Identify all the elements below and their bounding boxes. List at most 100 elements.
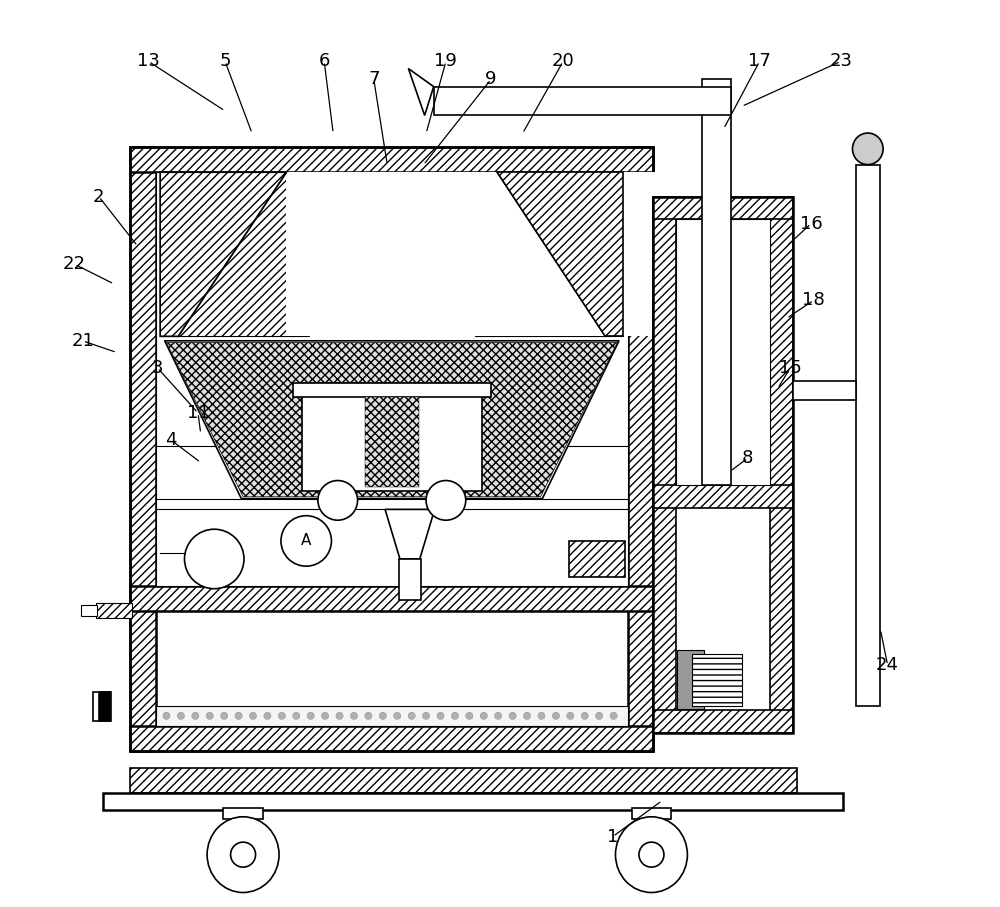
Text: 3: 3 <box>152 359 163 377</box>
Circle shape <box>451 712 459 719</box>
Circle shape <box>177 712 184 719</box>
Circle shape <box>596 712 603 719</box>
Polygon shape <box>628 147 653 751</box>
Circle shape <box>523 712 531 719</box>
Text: 13: 13 <box>137 53 160 71</box>
Circle shape <box>509 712 516 719</box>
Circle shape <box>552 712 559 719</box>
Bar <box>293 383 491 396</box>
Text: 5: 5 <box>219 53 231 71</box>
Circle shape <box>318 481 358 521</box>
Circle shape <box>264 712 271 719</box>
Polygon shape <box>166 343 617 497</box>
Circle shape <box>581 712 588 719</box>
Bar <box>702 80 731 485</box>
Polygon shape <box>497 172 623 336</box>
Text: 6: 6 <box>319 53 330 71</box>
Text: 11: 11 <box>187 404 209 422</box>
Text: 1: 1 <box>607 827 618 845</box>
Circle shape <box>163 712 170 719</box>
Circle shape <box>249 712 257 719</box>
Circle shape <box>379 712 386 719</box>
Circle shape <box>192 712 199 719</box>
Circle shape <box>567 712 574 719</box>
Ellipse shape <box>615 817 687 892</box>
Ellipse shape <box>852 133 883 164</box>
Bar <box>103 794 843 810</box>
Polygon shape <box>130 768 797 794</box>
Bar <box>96 603 132 618</box>
Polygon shape <box>770 197 793 733</box>
Bar <box>793 381 856 400</box>
Bar <box>223 808 263 819</box>
Circle shape <box>336 712 343 719</box>
Circle shape <box>538 712 545 719</box>
Polygon shape <box>130 726 653 751</box>
Circle shape <box>184 529 244 589</box>
Ellipse shape <box>207 817 279 892</box>
Polygon shape <box>130 147 653 172</box>
Circle shape <box>480 712 487 719</box>
Bar <box>434 86 731 115</box>
Text: 20: 20 <box>552 53 574 71</box>
Circle shape <box>206 712 213 719</box>
Bar <box>653 197 793 733</box>
Circle shape <box>495 712 502 719</box>
Circle shape <box>235 712 242 719</box>
Bar <box>676 219 770 485</box>
Bar <box>81 605 97 616</box>
Text: 23: 23 <box>829 53 852 71</box>
Polygon shape <box>653 197 793 219</box>
Bar <box>156 499 628 510</box>
Text: 24: 24 <box>876 657 899 674</box>
Circle shape <box>426 481 466 521</box>
Circle shape <box>307 712 314 719</box>
Circle shape <box>322 712 329 719</box>
Bar <box>692 654 742 706</box>
Text: 17: 17 <box>748 53 771 71</box>
Circle shape <box>610 712 617 719</box>
Text: 19: 19 <box>434 53 457 71</box>
Circle shape <box>293 712 300 719</box>
Polygon shape <box>653 710 793 733</box>
Text: 18: 18 <box>802 291 825 309</box>
Bar <box>130 147 653 751</box>
Circle shape <box>278 712 285 719</box>
Polygon shape <box>130 586 653 611</box>
Bar <box>856 165 880 706</box>
Circle shape <box>408 712 415 719</box>
Bar <box>156 706 628 726</box>
Polygon shape <box>160 172 286 336</box>
Circle shape <box>221 712 228 719</box>
Text: 22: 22 <box>63 255 86 273</box>
Bar <box>156 172 628 586</box>
Circle shape <box>394 712 401 719</box>
Text: 15: 15 <box>779 359 802 377</box>
Bar <box>302 383 482 492</box>
Polygon shape <box>385 510 435 559</box>
Polygon shape <box>569 541 625 577</box>
Polygon shape <box>653 197 676 733</box>
Circle shape <box>365 712 372 719</box>
Polygon shape <box>165 341 619 499</box>
Text: 4: 4 <box>165 431 177 449</box>
Circle shape <box>231 842 256 867</box>
Text: 9: 9 <box>485 71 497 88</box>
Circle shape <box>350 712 358 719</box>
Circle shape <box>639 842 664 867</box>
Polygon shape <box>160 172 309 336</box>
Bar <box>93 692 111 721</box>
Circle shape <box>422 712 430 719</box>
Polygon shape <box>365 396 419 487</box>
Bar <box>677 650 704 708</box>
Text: A: A <box>301 533 311 549</box>
Bar <box>99 692 110 721</box>
Text: 21: 21 <box>71 332 94 350</box>
Text: 7: 7 <box>368 71 380 88</box>
Circle shape <box>466 712 473 719</box>
Polygon shape <box>130 147 156 751</box>
Bar <box>156 446 628 586</box>
Polygon shape <box>408 69 434 115</box>
Circle shape <box>437 712 444 719</box>
Text: 8: 8 <box>742 449 754 467</box>
